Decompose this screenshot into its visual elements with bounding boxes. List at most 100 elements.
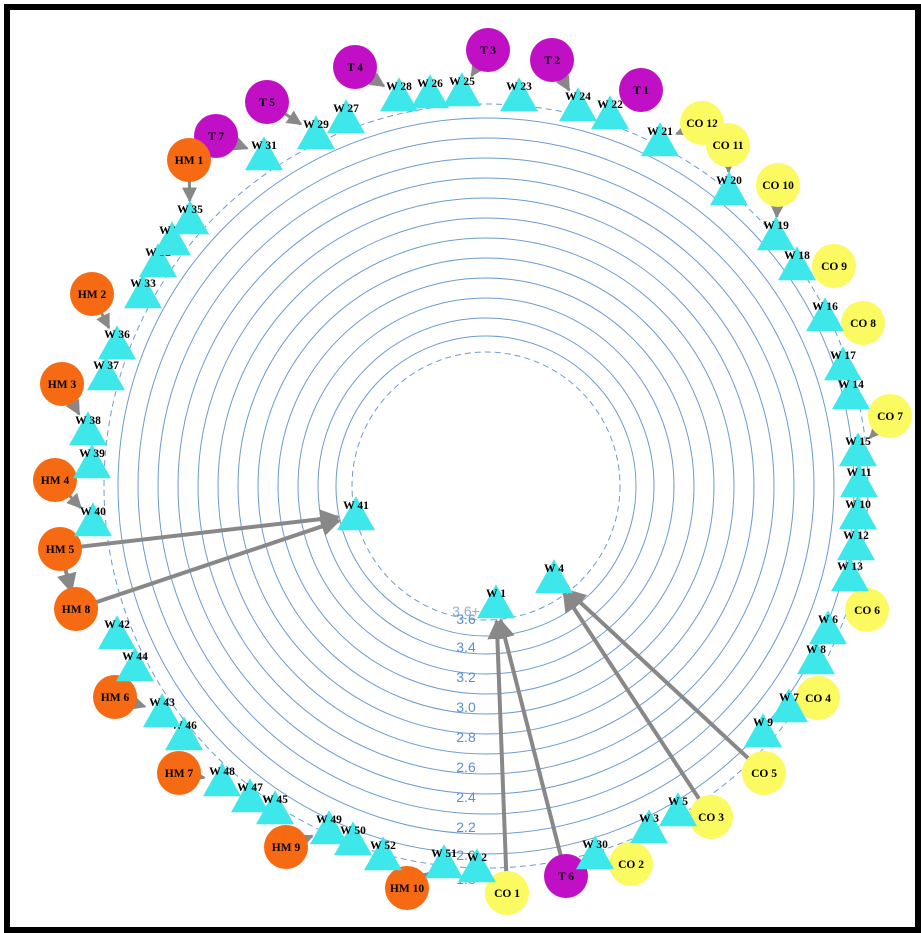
node-label: W 23	[506, 81, 532, 93]
node-shape	[559, 87, 597, 122]
node-w26[interactable]: W 26	[411, 74, 449, 109]
node-co3[interactable]: CO 3	[689, 795, 733, 839]
node-t2[interactable]: T 2	[530, 38, 574, 82]
node-hm2[interactable]: HM 2	[70, 272, 114, 316]
node-shape	[93, 675, 137, 719]
node-w40[interactable]: W 40	[74, 502, 112, 537]
node-w30[interactable]: W 30	[576, 835, 614, 870]
node-hm4[interactable]: HM 4	[33, 458, 77, 502]
node-co9[interactable]: CO 9	[812, 244, 856, 288]
node-w7[interactable]: W 7	[770, 688, 808, 723]
node-w39[interactable]: W 39	[73, 444, 111, 479]
node-w44[interactable]: W 44	[116, 647, 154, 682]
node-w50[interactable]: W 50	[334, 821, 372, 856]
node-w48[interactable]: W 48	[203, 762, 241, 797]
node-w49[interactable]: W 49	[310, 810, 348, 845]
node-co2[interactable]: CO 2	[609, 842, 653, 886]
node-shape	[157, 751, 201, 795]
node-w19[interactable]: W 19	[757, 216, 795, 251]
node-w41[interactable]: W 41	[337, 496, 375, 531]
node-w5[interactable]: W 5	[659, 792, 697, 827]
node-hm3[interactable]: HM 3	[40, 362, 84, 406]
node-w52[interactable]: W 52	[364, 836, 402, 871]
node-shape	[143, 693, 181, 728]
node-co4[interactable]: CO 4	[796, 676, 840, 720]
node-label: W 36	[104, 329, 130, 341]
node-w24[interactable]: W 24	[559, 87, 597, 122]
node-hm8[interactable]: HM 8	[54, 587, 98, 631]
node-w20[interactable]: W 20	[710, 171, 748, 206]
node-label: W 21	[647, 126, 673, 138]
node-co7[interactable]: CO 7	[868, 394, 912, 438]
ring-4	[197, 197, 775, 775]
node-co8[interactable]: CO 8	[841, 301, 885, 345]
node-w37[interactable]: W 37	[87, 356, 125, 391]
node-t3[interactable]: T 3	[466, 28, 510, 72]
node-t1[interactable]: T 1	[619, 68, 663, 112]
node-w18[interactable]: W 18	[778, 246, 816, 281]
node-w8[interactable]: W 8	[797, 640, 835, 675]
node-label: T 2	[544, 55, 560, 67]
ring-5	[217, 217, 755, 755]
node-w43[interactable]: W 43	[143, 693, 181, 728]
node-w29[interactable]: W 29	[297, 115, 335, 150]
node-hm9[interactable]: HM 9	[264, 825, 308, 869]
node-shape	[139, 243, 177, 278]
node-w33[interactable]: W 33	[124, 274, 162, 309]
node-shape	[245, 80, 289, 124]
node-w51[interactable]: W 51	[425, 844, 463, 879]
node-co6[interactable]: CO 6	[845, 588, 889, 632]
node-label: W 17	[830, 350, 856, 362]
node-label: W 39	[79, 448, 105, 460]
node-label: W 45	[262, 794, 288, 806]
node-co5[interactable]: CO 5	[742, 751, 786, 795]
node-label: W 24	[565, 91, 591, 103]
node-w25[interactable]: W 25	[443, 72, 481, 107]
node-w14[interactable]: W 14	[832, 375, 870, 410]
node-shape	[619, 68, 663, 112]
node-w2[interactable]: W 2	[458, 848, 496, 883]
node-hm7[interactable]: HM 7	[157, 751, 201, 795]
node-w27[interactable]: W 27	[327, 99, 365, 134]
node-shape	[756, 163, 800, 207]
node-w47[interactable]: W 47	[231, 778, 269, 813]
node-hm5[interactable]: HM 5	[38, 527, 82, 571]
node-shape	[245, 136, 283, 171]
node-co1[interactable]: CO 1	[485, 871, 529, 915]
node-w4[interactable]: W 4	[535, 559, 573, 594]
node-t5[interactable]: T 5	[245, 80, 289, 124]
node-label: W 35	[177, 204, 203, 216]
node-w17[interactable]: W 17	[824, 346, 862, 381]
node-w1[interactable]: W 1	[477, 584, 515, 619]
node-w10[interactable]: W 10	[839, 495, 877, 530]
node-w13[interactable]: W 13	[831, 557, 869, 592]
ring-value-label: 3.4	[456, 639, 476, 655]
node-w21[interactable]: W 21	[641, 122, 679, 157]
node-w15[interactable]: W 15	[839, 432, 877, 467]
node-w9[interactable]: W 9	[744, 713, 782, 748]
node-w6[interactable]: W 6	[809, 610, 847, 645]
node-hm6[interactable]: HM 6	[93, 675, 137, 719]
node-t4[interactable]: T 4	[333, 45, 377, 89]
node-w45[interactable]: W 45	[256, 790, 294, 825]
node-hm1[interactable]: HM 1	[167, 138, 211, 182]
node-hm10[interactable]: HM 10	[385, 866, 429, 910]
node-shape	[641, 122, 679, 157]
node-w35[interactable]: W 35	[171, 200, 209, 235]
node-w42[interactable]: W 42	[98, 615, 136, 650]
node-co10[interactable]: CO 10	[756, 163, 800, 207]
node-label: W 38	[75, 415, 101, 427]
node-w12[interactable]: W 12	[837, 526, 875, 561]
node-w3[interactable]: W 3	[630, 809, 668, 844]
node-w36[interactable]: W 36	[98, 325, 136, 360]
node-w23[interactable]: W 23	[500, 77, 538, 112]
node-w31[interactable]: W 31	[245, 136, 283, 171]
node-co11[interactable]: CO 11	[706, 123, 750, 167]
node-w38[interactable]: W 38	[69, 411, 107, 446]
node-w11[interactable]: W 11	[840, 463, 878, 498]
node-w28[interactable]: W 28	[380, 77, 418, 112]
node-w16[interactable]: W 16	[806, 297, 844, 332]
node-t6[interactable]: T 6	[544, 854, 588, 898]
node-shape	[327, 99, 365, 134]
node-w22[interactable]: W 22	[591, 95, 629, 130]
